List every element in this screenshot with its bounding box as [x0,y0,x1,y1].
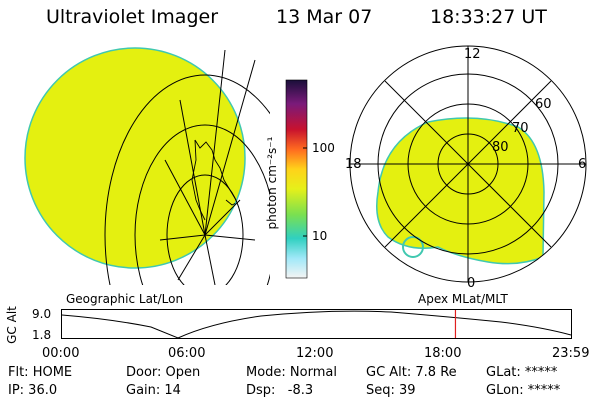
status-glat: GLat: ***** [486,365,558,380]
colorbar-tick-100: 100 [312,141,335,155]
polar-grid [349,45,587,283]
status-gain: Gain: 14 [126,383,181,398]
status-dsp: Dsp: -8.3 [246,383,314,398]
mlt-label-0: 0 [467,276,476,291]
polar-map [349,45,587,283]
geo-panel-label: Geographic Lat/Lon [66,292,184,306]
altitude-ytick-1-8: 1.8 [32,328,52,342]
mlt-label-18: 18 [345,157,362,172]
mlat-label-60: 60 [535,97,552,112]
mlat-label-70: 70 [512,121,529,136]
colorbar-tick-10: 10 [312,229,328,243]
altitude-plot [61,309,572,339]
status-seq: Seq: 39 [366,383,416,398]
altitude-ylabel: GC Alt [5,306,19,344]
polar-panel-label: Apex MLat/MLT [418,292,508,306]
mlat-label-80: 80 [492,140,509,155]
status-door: Door: Open [126,365,201,380]
altitude-xtick-2359: 23:59 [552,346,590,361]
color-bar [285,79,308,279]
geo-grid-lines [104,49,270,285]
status-flt: Flt: HOME [8,365,73,380]
geo-image-disk [24,47,246,269]
altitude-ytick-9: 9.0 [32,307,52,321]
colorbar-unit-label: photon cm⁻²s⁻¹ [265,136,279,230]
altitude-curve [61,310,572,339]
status-ip: IP: 36.0 [8,383,58,398]
mlt-label-6: 6 [578,157,587,172]
status-glon: GLon: ***** [486,383,561,398]
geographic-map [24,47,270,285]
auroral-image [376,117,545,265]
instrument-title: Ultraviolet Imager [46,6,219,28]
altitude-xtick-1200: 12:00 [296,346,334,361]
date-label: 13 Mar 07 [276,6,373,28]
altitude-xtick-1800: 18:00 [424,346,462,361]
time-label: 18:33:27 UT [430,6,547,28]
altitude-xtick-0600: 06:00 [168,346,206,361]
mlt-label-12: 12 [464,47,481,62]
status-mode: Mode: Normal [246,365,337,380]
altitude-xtick-0000: 00:00 [42,346,80,361]
status-gc-alt: GC Alt: 7.8 Re [366,365,457,380]
